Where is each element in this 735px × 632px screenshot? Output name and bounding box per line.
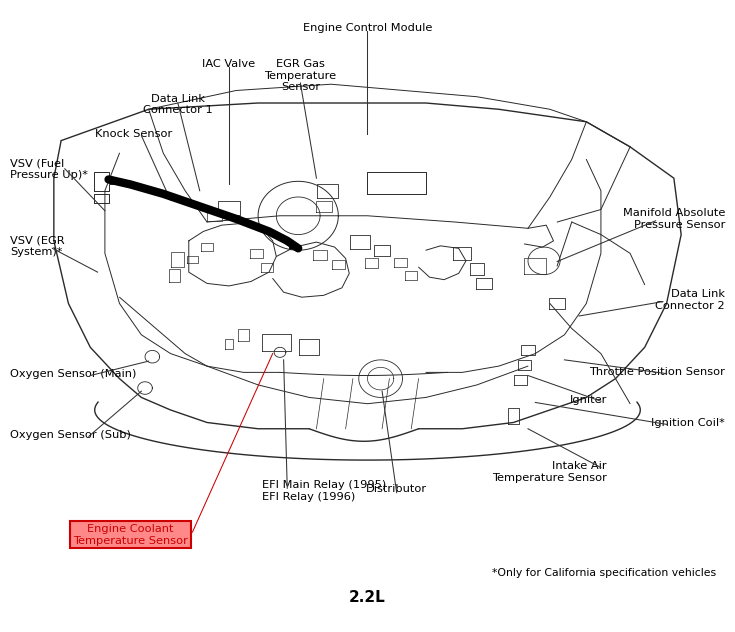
Text: Engine Coolant
Temperature Sensor: Engine Coolant Temperature Sensor <box>73 524 188 545</box>
Text: Data Link
Connector 2: Data Link Connector 2 <box>656 289 725 311</box>
Text: Intake Air
Temperature Sensor: Intake Air Temperature Sensor <box>492 461 607 483</box>
Text: Throttle Position Sensor: Throttle Position Sensor <box>589 367 725 377</box>
Text: Knock Sensor: Knock Sensor <box>96 130 173 139</box>
Text: Manifold Absolute
Pressure Sensor: Manifold Absolute Pressure Sensor <box>623 209 725 230</box>
Text: *Only for California specification vehicles: *Only for California specification vehic… <box>492 568 716 578</box>
Text: Igniter: Igniter <box>570 395 607 405</box>
Text: EGR Gas
Temperature
Sensor: EGR Gas Temperature Sensor <box>265 59 337 92</box>
Text: 2.2L: 2.2L <box>349 590 386 605</box>
Text: Oxygen Sensor (Main): Oxygen Sensor (Main) <box>10 369 137 379</box>
Text: Ignition Coil*: Ignition Coil* <box>651 418 725 428</box>
Text: Data Link
Connector 1: Data Link Connector 1 <box>143 94 212 115</box>
Text: VSV (EGR
System)*: VSV (EGR System)* <box>10 236 65 257</box>
Text: Distributor: Distributor <box>366 484 427 494</box>
Text: IAC Valve: IAC Valve <box>202 59 256 69</box>
Text: VSV (Fuel
Pressure Up)*: VSV (Fuel Pressure Up)* <box>10 158 88 179</box>
Text: Oxygen Sensor (Sub): Oxygen Sensor (Sub) <box>10 430 131 440</box>
Text: EFI Main Relay (1995)
EFI Relay (1996): EFI Main Relay (1995) EFI Relay (1996) <box>262 480 386 502</box>
Text: Engine Control Module: Engine Control Module <box>303 23 432 33</box>
